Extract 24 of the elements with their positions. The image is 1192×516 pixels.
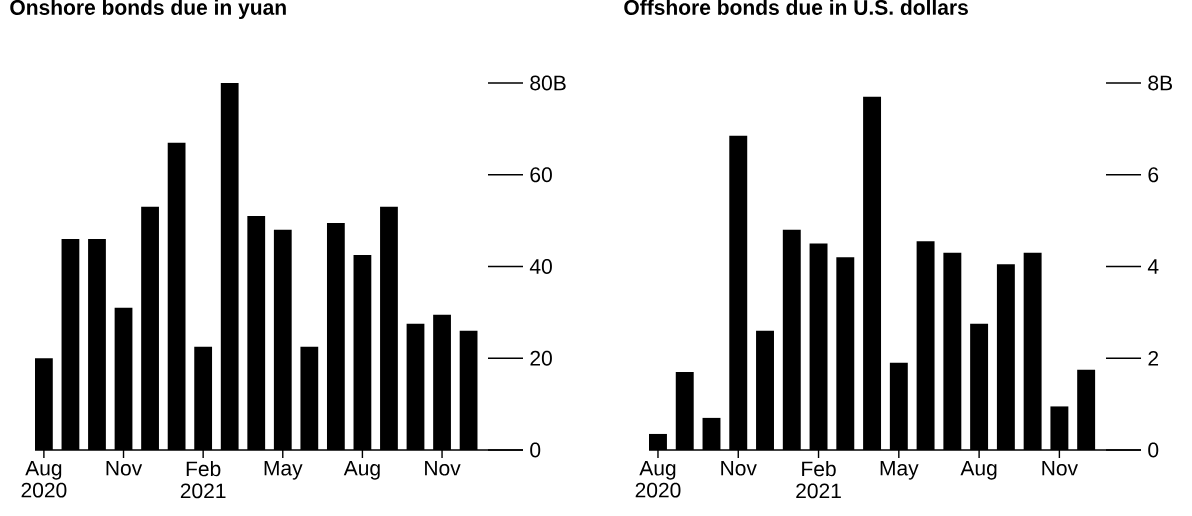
x-tick-label: Nov (425, 460, 461, 476)
y-tick-label: 8B (1148, 75, 1172, 91)
x-tick-label: Aug (343, 460, 380, 480)
x-tick-label: Nov (106, 460, 143, 476)
x-tick-label: Aug 2020 (635, 460, 681, 498)
chart-title: Onshore bonds due in yuan (10, 0, 286, 20)
y-tick-label: 80B (530, 75, 566, 91)
y-tick-label: 0 (530, 442, 541, 458)
x-tick-label: May (880, 460, 919, 480)
y-tick-label: 4 (1147, 259, 1159, 274)
chart-title: Offshore bonds due in U.S. dollars (624, 0, 968, 15)
x-tick-label: Nov (721, 460, 757, 476)
y-tick-label: 2 (1148, 350, 1159, 366)
y-tick-label: 6 (1148, 167, 1159, 183)
x-tick-label: Aug 2020 (21, 460, 67, 498)
y-tick-label: 60 (530, 167, 552, 183)
x-tick-label: Nov (1042, 460, 1078, 476)
y-tick-label: 20 (530, 350, 552, 366)
x-tick-label: Aug (960, 460, 997, 480)
x-tick-label: Feb 2021 (796, 460, 841, 499)
x-tick-label: May (264, 460, 303, 480)
y-tick-label: 40 (529, 259, 552, 274)
x-tick-label: Feb 2021 (180, 460, 226, 499)
y-tick-label: 0 (1148, 442, 1159, 458)
